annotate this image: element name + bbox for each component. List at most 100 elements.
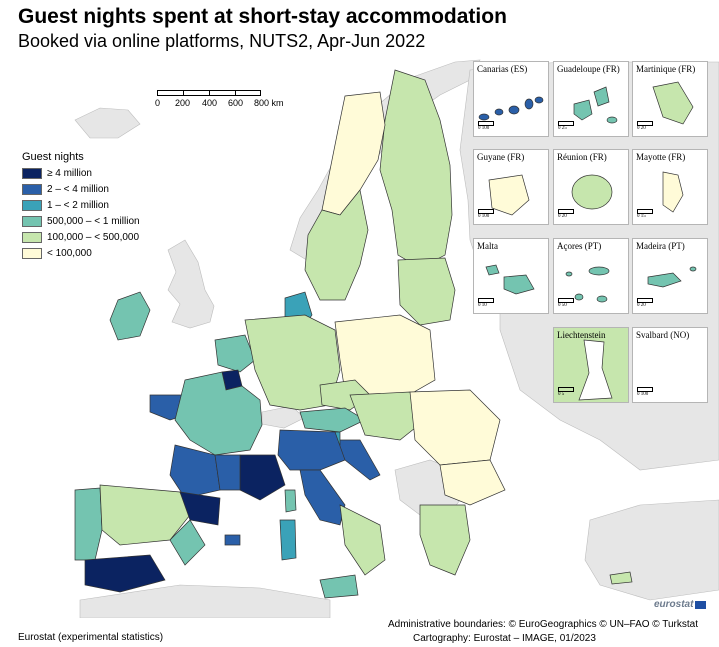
inset-label: Martinique (FR) [636, 64, 696, 74]
boundaries-credit: Administrative boundaries: © EuroGeograp… [388, 619, 699, 630]
inset-label: Madeira (PT) [636, 241, 685, 251]
inset-liechtenstein: Liechtenstein 0 5 [553, 327, 629, 403]
inset-scale: 0 15 [637, 209, 653, 219]
legend-label: 1 – < 2 million [47, 199, 109, 211]
scale-tick [235, 90, 236, 96]
scale-label-200: 200 [175, 98, 191, 108]
inset-label: Svalbard (NO) [636, 330, 690, 340]
scale-label-400: 400 [202, 98, 218, 108]
romania-region [409, 389, 501, 466]
eu-flag-icon [695, 600, 707, 609]
inset-label: Canarias (ES) [477, 64, 528, 74]
legend-label: 500,000 – < 1 million [47, 215, 140, 227]
france-region [174, 371, 263, 456]
inset-scale: 0 20 [637, 121, 653, 131]
inset-malta: Malta 0 10 [473, 238, 549, 314]
legend-item: ≥ 4 million [22, 165, 140, 181]
inset-scale-bar [637, 387, 653, 392]
inset-region-shape [485, 264, 535, 295]
portugal-region [74, 487, 103, 561]
inset-mayotte-fr: Mayotte (FR) 0 15 [632, 149, 708, 225]
legend-swatch [22, 215, 42, 227]
sweden-south-region [304, 189, 369, 301]
credits: Administrative boundaries: © EuroGeograp… [388, 618, 698, 646]
inset-scale-bar [558, 298, 574, 303]
inset-r-union-fr: Réunion (FR) 0 20 [553, 149, 629, 225]
inset-scale-label: 0 100 [478, 126, 490, 131]
legend-item: 500,000 – < 1 million [22, 213, 140, 229]
inset-scale: 0 100 [637, 387, 653, 397]
legend-label: ≥ 4 million [47, 167, 92, 179]
sicily-region [319, 574, 359, 599]
benelux-region [214, 334, 256, 373]
eurostat-logo: eurostat [654, 599, 707, 610]
inset-guadeloupe-fr: Guadeloupe (FR) 0 25 [553, 61, 629, 137]
inset-scale-bar [637, 121, 653, 126]
catalonia-region [179, 491, 221, 526]
scale-bar: 0 200 400 600 800 km [155, 88, 284, 110]
eu-regions [74, 69, 633, 599]
inset-region-shape [571, 174, 613, 210]
inset-scale-label: 0 20 [558, 214, 567, 219]
uk-land [167, 239, 215, 329]
inset-scale-bar [558, 121, 574, 126]
inset-scale-bar [637, 298, 653, 303]
inset-scale: 0 20 [637, 298, 653, 308]
inset-region-shape [488, 174, 530, 216]
inset-scale-label: 0 10 [478, 303, 487, 308]
inset-region-shape [662, 171, 684, 213]
legend-swatch [22, 231, 42, 243]
inset-scale-bar [637, 209, 653, 214]
inset-region-shape [578, 339, 613, 401]
france-southwest-region [169, 444, 221, 499]
inset-region-shape [478, 96, 544, 121]
inset-region-shape [647, 266, 697, 288]
inset-scale: 0 50 [558, 298, 574, 308]
cyprus-region [609, 571, 633, 585]
legend-swatch [22, 247, 42, 259]
ireland-region [109, 291, 151, 341]
legend-item: < 100,000 [22, 245, 140, 261]
scale-tick [209, 90, 210, 96]
inset-scale-label: 0 15 [637, 214, 646, 219]
inset-scale-label: 0 100 [478, 214, 490, 219]
legend-swatch [22, 183, 42, 195]
inset-label: Guyane (FR) [477, 152, 525, 162]
italy-south-region [339, 504, 386, 576]
inset-label: Guadeloupe (FR) [557, 64, 620, 74]
inset-scale-label: 0 25 [558, 126, 567, 131]
greece-region [419, 504, 471, 576]
hungary-slovakia-region [349, 391, 426, 441]
corsica-region [284, 489, 297, 513]
map-subtitle: Booked via online platforms, NUTS2, Apr-… [18, 31, 426, 51]
inset-scale-bar [478, 298, 494, 303]
france-alps-region [214, 454, 241, 491]
inset-label: Mayotte (FR) [636, 152, 686, 162]
scale-label-600: 600 [228, 98, 244, 108]
andalusia-region [84, 554, 166, 593]
inset-martinique-fr: Martinique (FR) 0 20 [632, 61, 708, 137]
legend-label: 2 – < 4 million [47, 183, 109, 195]
legend-swatch [22, 199, 42, 211]
inset-scale: 0 100 [478, 209, 494, 219]
scale-tick [183, 90, 184, 96]
austria-region [299, 407, 366, 433]
legend-item: 100,000 – < 500,000 [22, 229, 140, 245]
inset-scale-label: 0 50 [558, 303, 567, 308]
eurostat-logo-text: eurostat [654, 599, 694, 610]
inset-region-shape [573, 86, 618, 124]
baltics-region [397, 257, 456, 326]
legend-swatch [22, 167, 42, 179]
turkey-land [584, 499, 719, 601]
france-southeast-region [239, 454, 286, 501]
inset-scale-bar [558, 209, 574, 214]
bulgaria-region [439, 459, 506, 506]
inset-label: Açores (PT) [557, 241, 602, 251]
finland-region [379, 69, 453, 269]
inset-canarias-es: Canarias (ES) 0 100 [473, 61, 549, 137]
source-note: Eurostat (experimental statistics) [18, 632, 164, 643]
inset-scale: 0 20 [558, 209, 574, 219]
inset-scale-label: 0 5 [558, 392, 565, 397]
legend-items: ≥ 4 million 2 – < 4 million 1 – < 2 millio… [22, 165, 140, 261]
legend-label: 100,000 – < 500,000 [47, 231, 140, 243]
